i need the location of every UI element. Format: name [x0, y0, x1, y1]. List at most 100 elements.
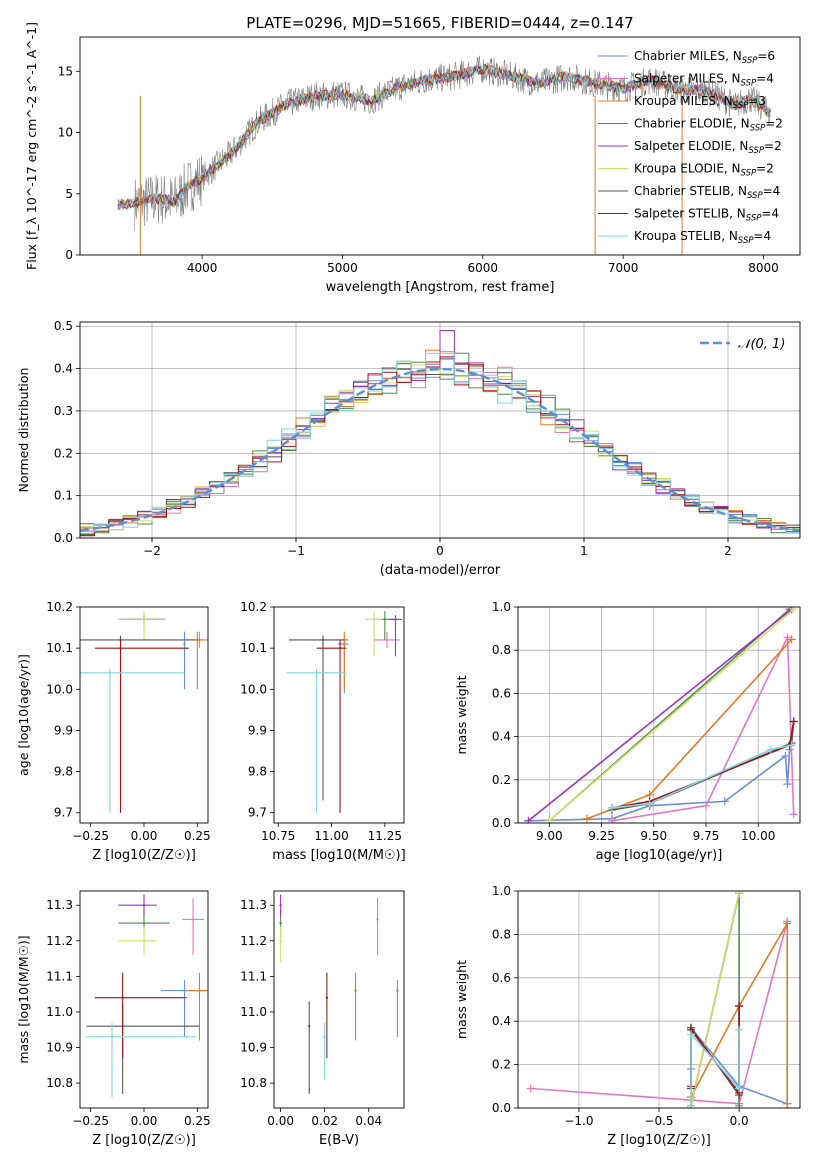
data-point-kroupa-stelib	[110, 1035, 114, 1039]
x-tick-label: 0.04	[355, 1114, 382, 1128]
panel-age_vs_mass: 10.75 11.00 11.25 9.7 9.8 9.9 10.0 10.1 10.2 mass…	[240, 600, 405, 863]
x-tick-label: 0.00	[267, 1114, 294, 1128]
data-point-salpeter-elodie	[279, 904, 282, 907]
weight-line-kroupa-miles	[690, 920, 788, 1104]
weight-marker-chabrier-miles	[720, 797, 729, 806]
axes-frame	[79, 606, 209, 824]
weight-marker-kroupa-stelib	[766, 745, 775, 754]
y-tick-label: 9.7	[54, 806, 73, 820]
data-point-chabrier-miles	[183, 642, 186, 646]
y-tick-label: 9.8	[54, 765, 73, 779]
model-line-kroupa-stelib	[117, 65, 771, 211]
data-point-kroupa-elodie	[142, 618, 146, 621]
weight-marker-salpeter-miles	[783, 633, 792, 642]
x-tick-label: 0.00	[131, 829, 158, 843]
legend-label-kroupa-stelib: Kroupa STELIB, NSSP=4	[634, 229, 771, 246]
weight-marker-salpeter-stelib	[789, 717, 798, 726]
y-tick-label: 10.0	[240, 682, 267, 696]
y-tick-label: 0.5	[54, 319, 73, 333]
weight-marker-kroupa-stelib	[787, 741, 796, 750]
axes-frame	[517, 890, 801, 1109]
y-tick-label: 11.1	[46, 969, 73, 983]
data-point-chabrier-elodie	[142, 921, 146, 925]
x-axis-label: (data-model)/error	[380, 563, 501, 578]
data-point-kroupa-stelib	[108, 671, 112, 675]
plot-area-mass_vs_Z	[86, 894, 208, 1098]
data-point-chabrier-elodie	[279, 921, 282, 925]
x-tick-label: 9.25	[588, 829, 615, 843]
weight-line-kroupa-elodie	[690, 893, 740, 1106]
y-tick-label: 10.8	[46, 1076, 73, 1090]
data-point-chabrier-stelib	[308, 1024, 311, 1028]
x-tick-label: 10.00	[741, 829, 775, 843]
legend-label-chabrier-elodie: Chabrier ELODIE, NSSP=2	[634, 117, 783, 134]
y-tick-label: 0.4	[54, 362, 73, 376]
x-axis-label: Z [log10(Z/Z☉)]	[92, 848, 196, 863]
histogram-line-kroupa-stelib	[80, 352, 800, 533]
panel-mass_vs_Z: −0.25 0.00 0.25 10.8 10.9 11.0 11.1 11.2 11.3 Z […	[16, 890, 211, 1148]
x-axis-label: age [log10(age/yr)]	[596, 848, 723, 863]
y-tick-label: 0.2	[492, 773, 511, 787]
data-point-chabrier-miles	[183, 989, 186, 992]
weight-marker-kroupa-stelib	[687, 1101, 696, 1108]
data-point-kroupa-miles	[354, 989, 357, 992]
y-tick-label: 9.7	[248, 806, 267, 820]
data-point-salpeter-stelib	[119, 646, 122, 650]
x-axis-label: mass [log10(M/M☉)]	[272, 848, 405, 863]
data-point-salpeter-miles	[191, 918, 195, 921]
y-tick-label: 0.6	[492, 971, 511, 985]
axes-frame	[517, 606, 801, 824]
legend-label-salpeter-elodie: Salpeter ELODIE, NSSP=2	[634, 139, 782, 156]
x-tick-label: 2	[724, 544, 732, 558]
x-tick-label: −0.25	[72, 829, 109, 843]
panel-spectrum: 4000 5000 6000 7000 8000 0 5 10 15 wavelength [An…	[24, 22, 801, 295]
axes-frame	[79, 890, 209, 1109]
legend-label-salpeter-stelib: Salpeter STELIB, NSSP=4	[634, 207, 779, 224]
data-point-salpeter-miles	[376, 918, 379, 921]
plot-area-spectrum	[117, 55, 771, 255]
data-point-salpeter-elodie	[394, 618, 397, 621]
x-tick-label: 8000	[748, 261, 779, 275]
plot-area-mass_vs_ebv	[279, 894, 399, 1094]
y-tick-label: 11.0	[240, 1005, 267, 1019]
y-tick-label: 0.2	[54, 446, 73, 460]
y-tick-label: 1.0	[492, 884, 511, 898]
weight-marker-kroupa-miles	[783, 919, 792, 928]
weight-line-kroupa-stelib	[611, 744, 792, 809]
x-tick-label: 5000	[327, 261, 358, 275]
x-axis-label: E(B-V)	[319, 1133, 359, 1148]
y-tick-label: 10.8	[240, 1076, 267, 1090]
y-axis-label: Normed distribution	[16, 368, 31, 493]
data-point-chabrier-elodie	[383, 618, 387, 621]
y-tick-label: 10.0	[46, 682, 73, 696]
weight-marker-kroupa-elodie	[545, 816, 554, 823]
x-tick-label: 0	[436, 544, 444, 558]
y-tick-label: 10.2	[46, 600, 73, 614]
panel-weight_vs_Z: −1.0 −0.5 0.0 0.0 0.2 0.4 0.6 0.8 1.0 Z [log10(Z/…	[454, 884, 801, 1148]
y-tick-label: 10	[58, 126, 73, 140]
x-tick-label: 0.25	[184, 1114, 211, 1128]
weight-marker-kroupa-elodie	[735, 891, 744, 898]
weight-marker-kroupa-miles	[582, 814, 591, 823]
data-point-salpeter-stelib	[325, 996, 329, 999]
plot-area-weight_vs_age	[524, 607, 798, 823]
panel-age_vs_Z: −0.25 0.00 0.25 9.7 9.8 9.9 10.0 10.1 10.2 Z [log…	[16, 600, 211, 863]
y-tick-label: 11.1	[240, 969, 267, 983]
weight-marker-kroupa-stelib	[608, 803, 616, 812]
plot-area-histogram	[80, 330, 800, 537]
y-tick-label: 10.9	[240, 1041, 267, 1055]
legend-label-chabrier-stelib: Chabrier STELIB, NSSP=4	[634, 184, 780, 201]
data-point-kroupa-miles	[198, 989, 201, 992]
data-point-chabrier-stelib	[321, 638, 325, 642]
y-tick-label: 0.2	[492, 1058, 511, 1072]
legend-label-kroupa-miles: Kroupa MILES, NSSP=3	[634, 94, 766, 111]
axes-frame	[273, 890, 405, 1109]
x-tick-label: −0.25	[72, 1114, 109, 1128]
y-tick-label: 1.0	[492, 600, 511, 614]
weight-marker-chabrier-miles	[781, 752, 790, 761]
x-tick-label: 0.0	[730, 1114, 749, 1128]
x-tick-label: 10.75	[261, 829, 295, 843]
data-point-salpeter-miles	[385, 638, 389, 642]
y-tick-label: 11.0	[46, 1005, 73, 1019]
